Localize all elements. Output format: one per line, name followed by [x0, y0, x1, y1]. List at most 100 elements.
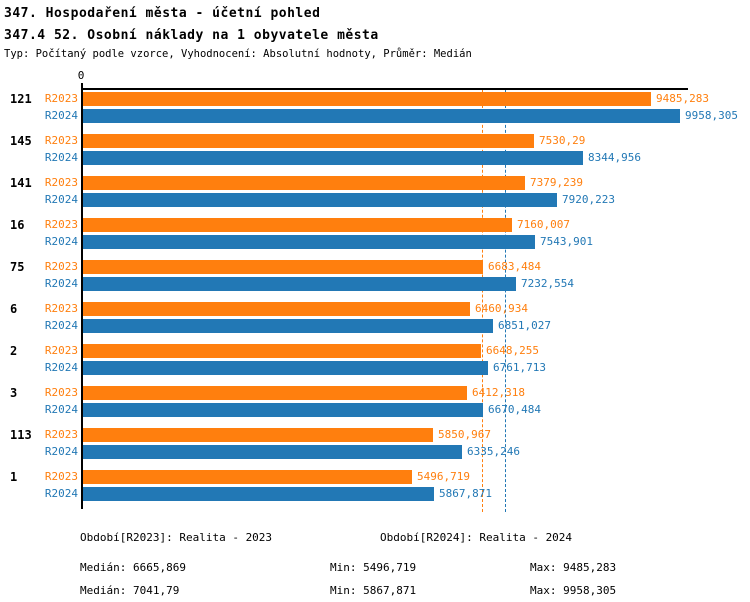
value-label: 6683,484: [488, 260, 541, 273]
value-label: 5867,871: [439, 487, 492, 500]
series-label: R2023: [44, 218, 78, 231]
legend-series-2024: Období[R2024]: Realita - 2024: [380, 531, 573, 544]
median-line-2024: [505, 90, 506, 512]
series-label: R2023: [44, 134, 78, 147]
bar-row: R2024 9958,305: [0, 109, 750, 123]
bar-row: R2024 6851,027: [0, 319, 750, 333]
series-label: R2023: [44, 386, 78, 399]
bar-group: 6 R2023 6460,934 R2024 6851,027: [0, 302, 750, 333]
series-label: R2024: [44, 193, 78, 206]
category-label: 16: [10, 218, 25, 232]
value-label: 5496,719: [417, 470, 470, 483]
bar-row: R2024 5867,871: [0, 487, 750, 501]
value-label: 5850,967: [438, 428, 491, 441]
value-label: 9958,305: [685, 109, 738, 122]
series-label: R2023: [44, 260, 78, 273]
series-label: R2024: [44, 235, 78, 248]
y-axis-line: [81, 83, 83, 509]
bar-row: R2024 7543,901: [0, 235, 750, 249]
value-bar: [83, 470, 412, 484]
value-bar: [83, 319, 493, 333]
category-label: 3: [10, 386, 18, 400]
bar-group: 3 R2023 6412,318 R2024 6670,484: [0, 386, 750, 417]
value-label: 7379,239: [530, 176, 583, 189]
bar-row: R2024 6335,246: [0, 445, 750, 459]
bar-row: R2024 6670,484: [0, 403, 750, 417]
stat-median-2024: Medián: 7041,79: [80, 584, 180, 597]
value-label: 6851,027: [498, 319, 551, 332]
value-label: 7530,29: [539, 134, 586, 147]
bar-row: R2023 5496,719: [0, 470, 750, 484]
value-bar: [83, 218, 512, 232]
value-label: 6648,255: [486, 344, 539, 357]
bar-group: 145 R2023 7530,29 R2024 8344,956: [0, 134, 750, 165]
stat-median-2023: Medián: 6665,869: [80, 561, 186, 574]
value-bar: [83, 235, 535, 249]
value-label: 6761,713: [493, 361, 546, 374]
value-label: 6670,484: [488, 403, 541, 416]
series-label: R2023: [44, 176, 78, 189]
value-bar: [83, 386, 467, 400]
series-label: R2024: [44, 403, 78, 416]
bar-row: R2023 6412,318: [0, 386, 750, 400]
median-line-2023: [482, 90, 483, 512]
bar-row: R2024 7232,554: [0, 277, 750, 291]
category-label: 1: [10, 470, 18, 484]
value-label: 7232,554: [521, 277, 574, 290]
value-bar: [83, 193, 557, 207]
value-bar: [83, 277, 516, 291]
axis-top-line: [81, 88, 688, 90]
bar-group: 16 R2023 7160,007 R2024 7543,901: [0, 218, 750, 249]
bar-row: R2024 8344,956: [0, 151, 750, 165]
bar-row: R2023 6648,255: [0, 344, 750, 358]
value-bar: [83, 428, 433, 442]
series-label: R2024: [44, 109, 78, 122]
value-bar: [83, 445, 462, 459]
series-label: R2024: [44, 445, 78, 458]
value-bar: [83, 260, 483, 274]
stat-min-2024: Min: 5867,871: [330, 584, 417, 597]
value-label: 8344,956: [588, 151, 641, 164]
value-bar: [83, 109, 680, 123]
bar-row: R2023 7160,007: [0, 218, 750, 232]
bar-row: R2023 9485,283: [0, 92, 750, 106]
bar-groups: 121 R2023 9485,283 R2024 9958,305 145 R2023 753…: [0, 92, 750, 512]
bar-row: R2024 7920,223: [0, 193, 750, 207]
bar-group: 2 R2023 6648,255 R2024 6761,713: [0, 344, 750, 375]
series-label: R2024: [44, 319, 78, 332]
bar-row: R2023 6683,484: [0, 260, 750, 274]
bar-row: R2024 6761,713: [0, 361, 750, 375]
value-bar: [83, 344, 481, 358]
value-bar: [83, 176, 525, 190]
bar-row: R2023 6460,934: [0, 302, 750, 316]
category-label: 121: [10, 92, 32, 106]
legend-series-2023: Období[R2023]: Realita - 2023: [80, 531, 273, 544]
value-bar: [83, 92, 651, 106]
series-label: R2023: [44, 92, 78, 105]
category-label: 2: [10, 344, 18, 358]
category-label: 113: [10, 428, 32, 442]
value-label: 7160,007: [517, 218, 570, 231]
bar-group: 121 R2023 9485,283 R2024 9958,305: [0, 92, 750, 123]
stat-max-2024: Max: 9958,305: [530, 584, 617, 597]
stat-max-2023: Max: 9485,283: [530, 561, 617, 574]
bar-group: 113 R2023 5850,967 R2024 6335,246: [0, 428, 750, 459]
value-bar: [83, 361, 488, 375]
stat-min-2023: Min: 5496,719: [330, 561, 417, 574]
series-label: R2024: [44, 361, 78, 374]
series-label: R2023: [44, 344, 78, 357]
chart-meta: Typ: Počítaný podle vzorce, Vyhodnocení:…: [4, 48, 472, 60]
category-label: 75: [10, 260, 25, 274]
category-label: 145: [10, 134, 32, 148]
series-label: R2024: [44, 487, 78, 500]
value-label: 6335,246: [467, 445, 520, 458]
series-label: R2023: [44, 428, 78, 441]
category-label: 6: [10, 302, 18, 316]
value-label: 9485,283: [656, 92, 709, 105]
series-label: R2023: [44, 470, 78, 483]
bar-group: 1 R2023 5496,719 R2024 5867,871: [0, 470, 750, 501]
value-label: 6460,934: [475, 302, 528, 315]
value-bar: [83, 134, 534, 148]
value-bar: [83, 487, 434, 501]
